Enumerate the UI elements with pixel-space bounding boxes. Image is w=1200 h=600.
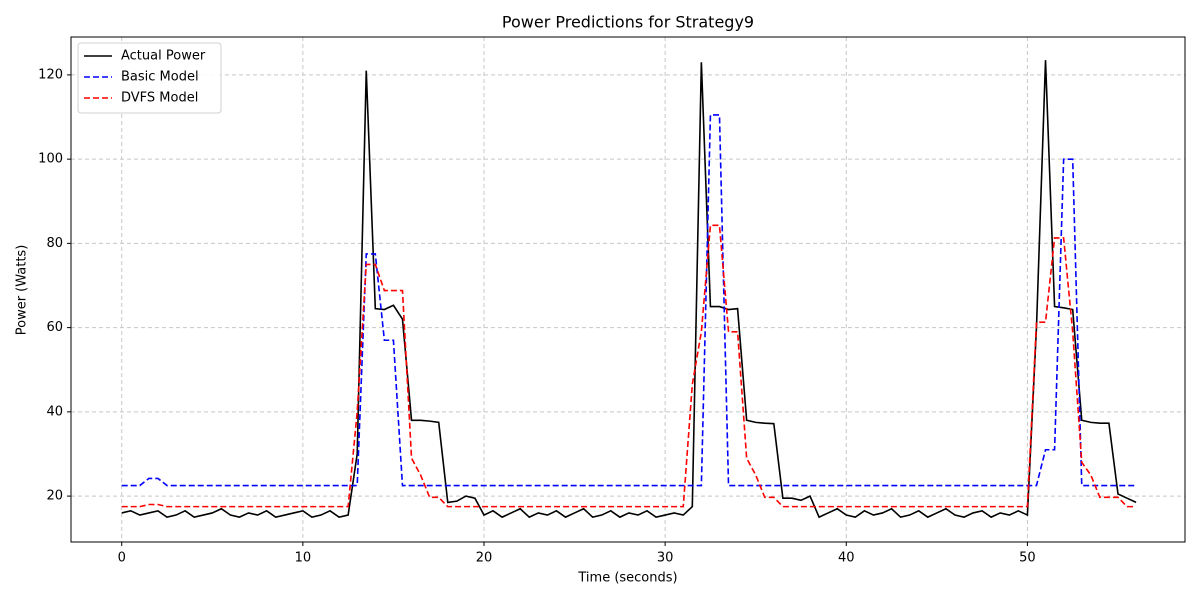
data-line xyxy=(121,224,1137,508)
plot-frame xyxy=(70,36,1186,543)
x-tick-label: 40 xyxy=(838,551,855,566)
x-tick-label: 30 xyxy=(657,551,674,566)
x-tick-label: 50 xyxy=(1019,551,1036,566)
data-line xyxy=(121,60,1137,519)
y-tick-label: 40 xyxy=(46,404,63,419)
y-tick-label: 60 xyxy=(46,320,63,335)
x-tick-label: 20 xyxy=(476,551,493,566)
x-tick-label: 10 xyxy=(295,551,312,566)
legend: Actual Power Basic Model DVFS Model xyxy=(77,42,222,114)
y-tick-label: 20 xyxy=(46,489,63,504)
legend-label: DVFS Model xyxy=(121,91,198,106)
legend-box xyxy=(77,42,222,114)
legend-label: Basic Model xyxy=(121,70,199,85)
x-tick-label: 0 xyxy=(118,551,126,566)
y-tick-label: 100 xyxy=(38,152,63,167)
legend-label: Actual Power xyxy=(121,49,206,64)
y-tick-label: 80 xyxy=(46,236,63,251)
y-axis-label: Power (Watts) xyxy=(15,245,30,336)
chart-title: Power Predictions for Strategy9 xyxy=(502,13,754,32)
x-axis-label: Time (seconds) xyxy=(577,571,677,586)
y-tick-label: 120 xyxy=(38,67,63,82)
data-line xyxy=(121,114,1137,487)
